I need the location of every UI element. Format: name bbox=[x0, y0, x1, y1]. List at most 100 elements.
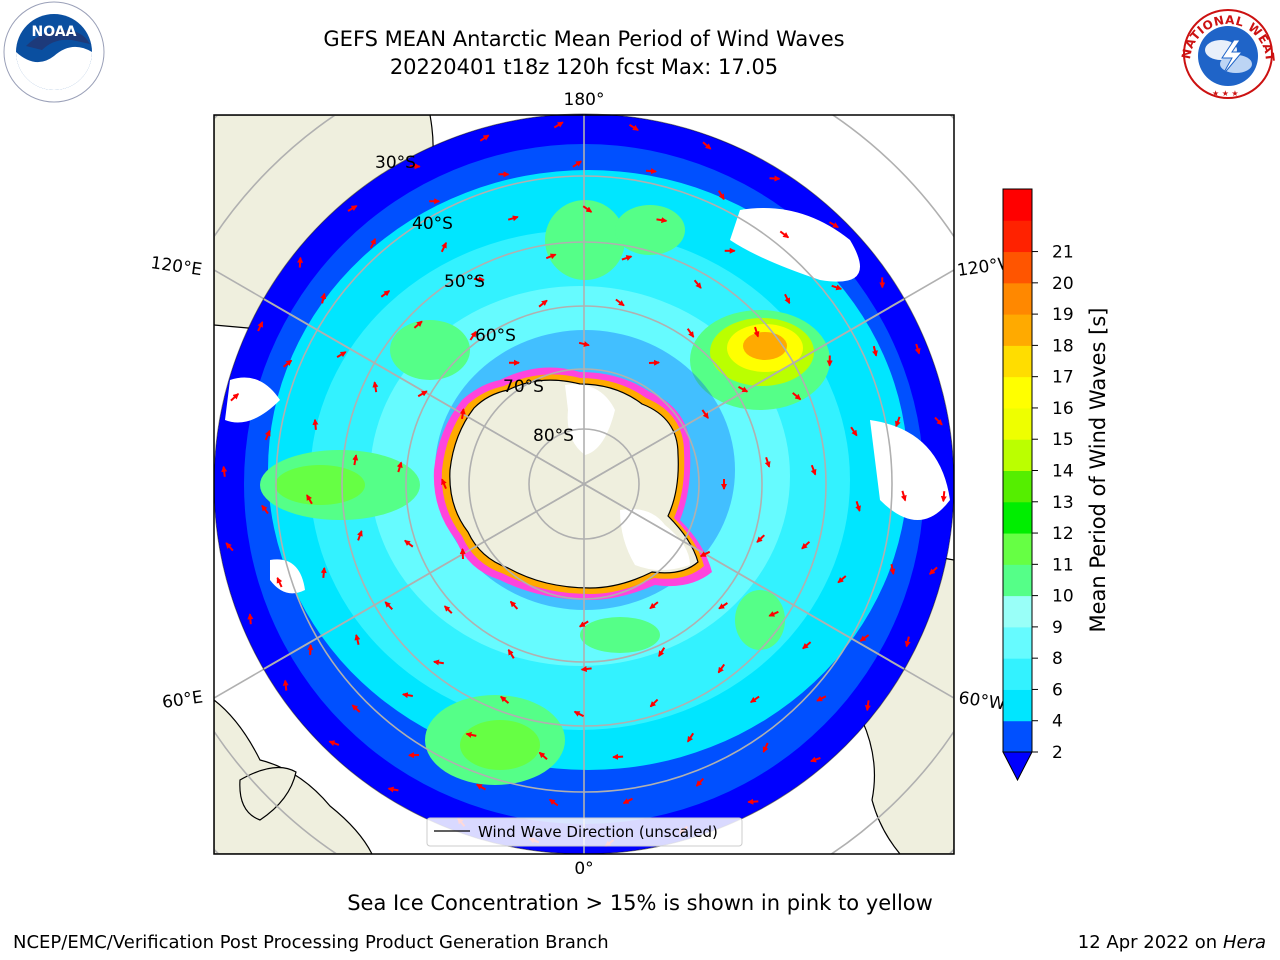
wave-arrow bbox=[230, 393, 240, 402]
wave-arrow bbox=[261, 504, 269, 515]
wave-arrow bbox=[582, 205, 593, 213]
colorbar-segment bbox=[1003, 189, 1032, 221]
wave-arrow bbox=[686, 732, 695, 743]
wave-arrow bbox=[465, 731, 477, 738]
wave-arrow bbox=[507, 215, 519, 222]
lat-label-30s: 30°S bbox=[375, 153, 416, 173]
wave-arrow bbox=[768, 610, 779, 617]
wave-arrow bbox=[469, 330, 477, 341]
wave-arrow bbox=[545, 253, 557, 260]
wave-arrow bbox=[459, 408, 466, 420]
wave-arrow bbox=[615, 298, 625, 307]
wave-arrow bbox=[404, 539, 414, 548]
wave-arrow bbox=[612, 753, 624, 760]
wave-arrow bbox=[837, 575, 847, 584]
wave-arrow bbox=[749, 695, 760, 704]
lat-label-80s: 80°S bbox=[533, 426, 574, 446]
wave-arrow bbox=[538, 299, 548, 308]
credit-left: NCEP/EMC/Verification Post Processing Pr… bbox=[13, 932, 609, 953]
wave-arrow bbox=[282, 359, 293, 368]
wave-arrow bbox=[433, 659, 444, 666]
wave-arrow bbox=[872, 345, 878, 357]
wave-arrow bbox=[396, 461, 403, 473]
wave-arrow bbox=[443, 605, 453, 614]
colorbar-tick-label: 6 bbox=[1052, 680, 1063, 700]
wave-arrow bbox=[779, 230, 790, 239]
wave-arrow bbox=[831, 284, 843, 291]
wave-arrow bbox=[859, 634, 870, 642]
wave-arrow bbox=[850, 426, 858, 437]
wave-arrow bbox=[320, 567, 327, 579]
colorbar-tick-label: 4 bbox=[1052, 712, 1063, 732]
wave-arrow bbox=[658, 647, 666, 657]
wave-arrow bbox=[380, 290, 391, 298]
lat-label-40s: 40°S bbox=[412, 214, 453, 234]
colorbar-tick-label: 11 bbox=[1052, 555, 1074, 575]
colorbar-segment bbox=[1003, 376, 1032, 409]
wave-arrow bbox=[580, 666, 592, 672]
wave-arrow bbox=[312, 418, 319, 430]
wave-direction-arrows bbox=[221, 121, 947, 847]
wave-arrow bbox=[810, 464, 817, 476]
wave-arrow bbox=[247, 613, 254, 625]
wave-arrow bbox=[756, 534, 765, 543]
wave-arrow bbox=[459, 548, 466, 560]
colorbar-tick-label: 14 bbox=[1052, 462, 1074, 482]
wave-arrow bbox=[509, 600, 519, 610]
lon-label-60w: 60°W bbox=[957, 688, 1006, 714]
wave-arrow bbox=[649, 601, 659, 610]
colorbar-tick-label: 16 bbox=[1052, 399, 1074, 419]
map-subtitle: 20220401 t18z 120h fcst Max: 17.05 bbox=[389, 55, 779, 79]
wave-arrow bbox=[928, 566, 938, 575]
wave-arrow bbox=[648, 359, 660, 366]
lon-label-0: 0° bbox=[574, 859, 593, 879]
wave-arrow bbox=[695, 777, 705, 787]
nws-logo-icon: NATIONAL WEATHER SERVICE ★ ★ ★ bbox=[1176, 4, 1277, 99]
wave-arrow bbox=[372, 381, 379, 393]
wave-arrow bbox=[828, 221, 839, 229]
wave-arrow bbox=[702, 141, 712, 150]
colorbar-tick-label: 13 bbox=[1052, 493, 1074, 513]
wave-arrow bbox=[387, 786, 399, 793]
wave-arrow bbox=[257, 321, 264, 332]
wave-arrow bbox=[578, 620, 589, 628]
wave-arrow bbox=[792, 392, 802, 401]
wave-arrow bbox=[701, 409, 709, 419]
wave-arrow bbox=[276, 576, 283, 588]
wave-arrow bbox=[282, 679, 289, 691]
legend-label: Wind Wave Direction (unscaled) bbox=[478, 823, 718, 841]
wave-arrow bbox=[895, 416, 901, 428]
land-madagascar bbox=[239, 766, 297, 821]
wave-arrow bbox=[621, 255, 633, 261]
wave-arrow bbox=[693, 279, 702, 289]
wave-arrow bbox=[940, 491, 947, 503]
wave-arrow bbox=[357, 530, 363, 541]
colorbar-segment bbox=[1003, 595, 1032, 628]
wave-arrow bbox=[784, 293, 791, 305]
noaa-logo-icon: NOAA bbox=[3, 1, 105, 103]
credit-machine: Hera bbox=[1222, 932, 1266, 953]
wave-arrow bbox=[816, 695, 827, 702]
wave-arrow bbox=[352, 454, 359, 466]
wave-arrow bbox=[417, 390, 428, 398]
wave-arrow bbox=[401, 692, 413, 699]
wave-arrow bbox=[553, 121, 564, 129]
wave-arrow bbox=[347, 205, 358, 212]
wave-arrow bbox=[264, 429, 271, 441]
colorbar-tick-label: 17 bbox=[1052, 368, 1074, 388]
colorbar-tick-label: 15 bbox=[1052, 430, 1074, 450]
colorbar-segment bbox=[1003, 282, 1032, 315]
colorbar-segment bbox=[1003, 501, 1032, 534]
credit-right: 12 Apr 2022 on Hera bbox=[1078, 932, 1266, 953]
wave-arrow bbox=[628, 123, 639, 131]
sea-ice-caption: Sea Ice Concentration > 15% is shown in … bbox=[347, 891, 933, 915]
wave-arrow bbox=[473, 276, 485, 283]
wave-arrow bbox=[336, 351, 347, 358]
svg-text:★ ★ ★: ★ ★ ★ bbox=[1212, 89, 1239, 98]
wave-arrow bbox=[440, 241, 448, 253]
colorbar-segment bbox=[1003, 439, 1032, 471]
colorbar-segment bbox=[1003, 626, 1032, 659]
colorbar-segment bbox=[1003, 564, 1032, 597]
wave-arrow bbox=[320, 292, 327, 304]
wave-arrow bbox=[479, 134, 490, 142]
